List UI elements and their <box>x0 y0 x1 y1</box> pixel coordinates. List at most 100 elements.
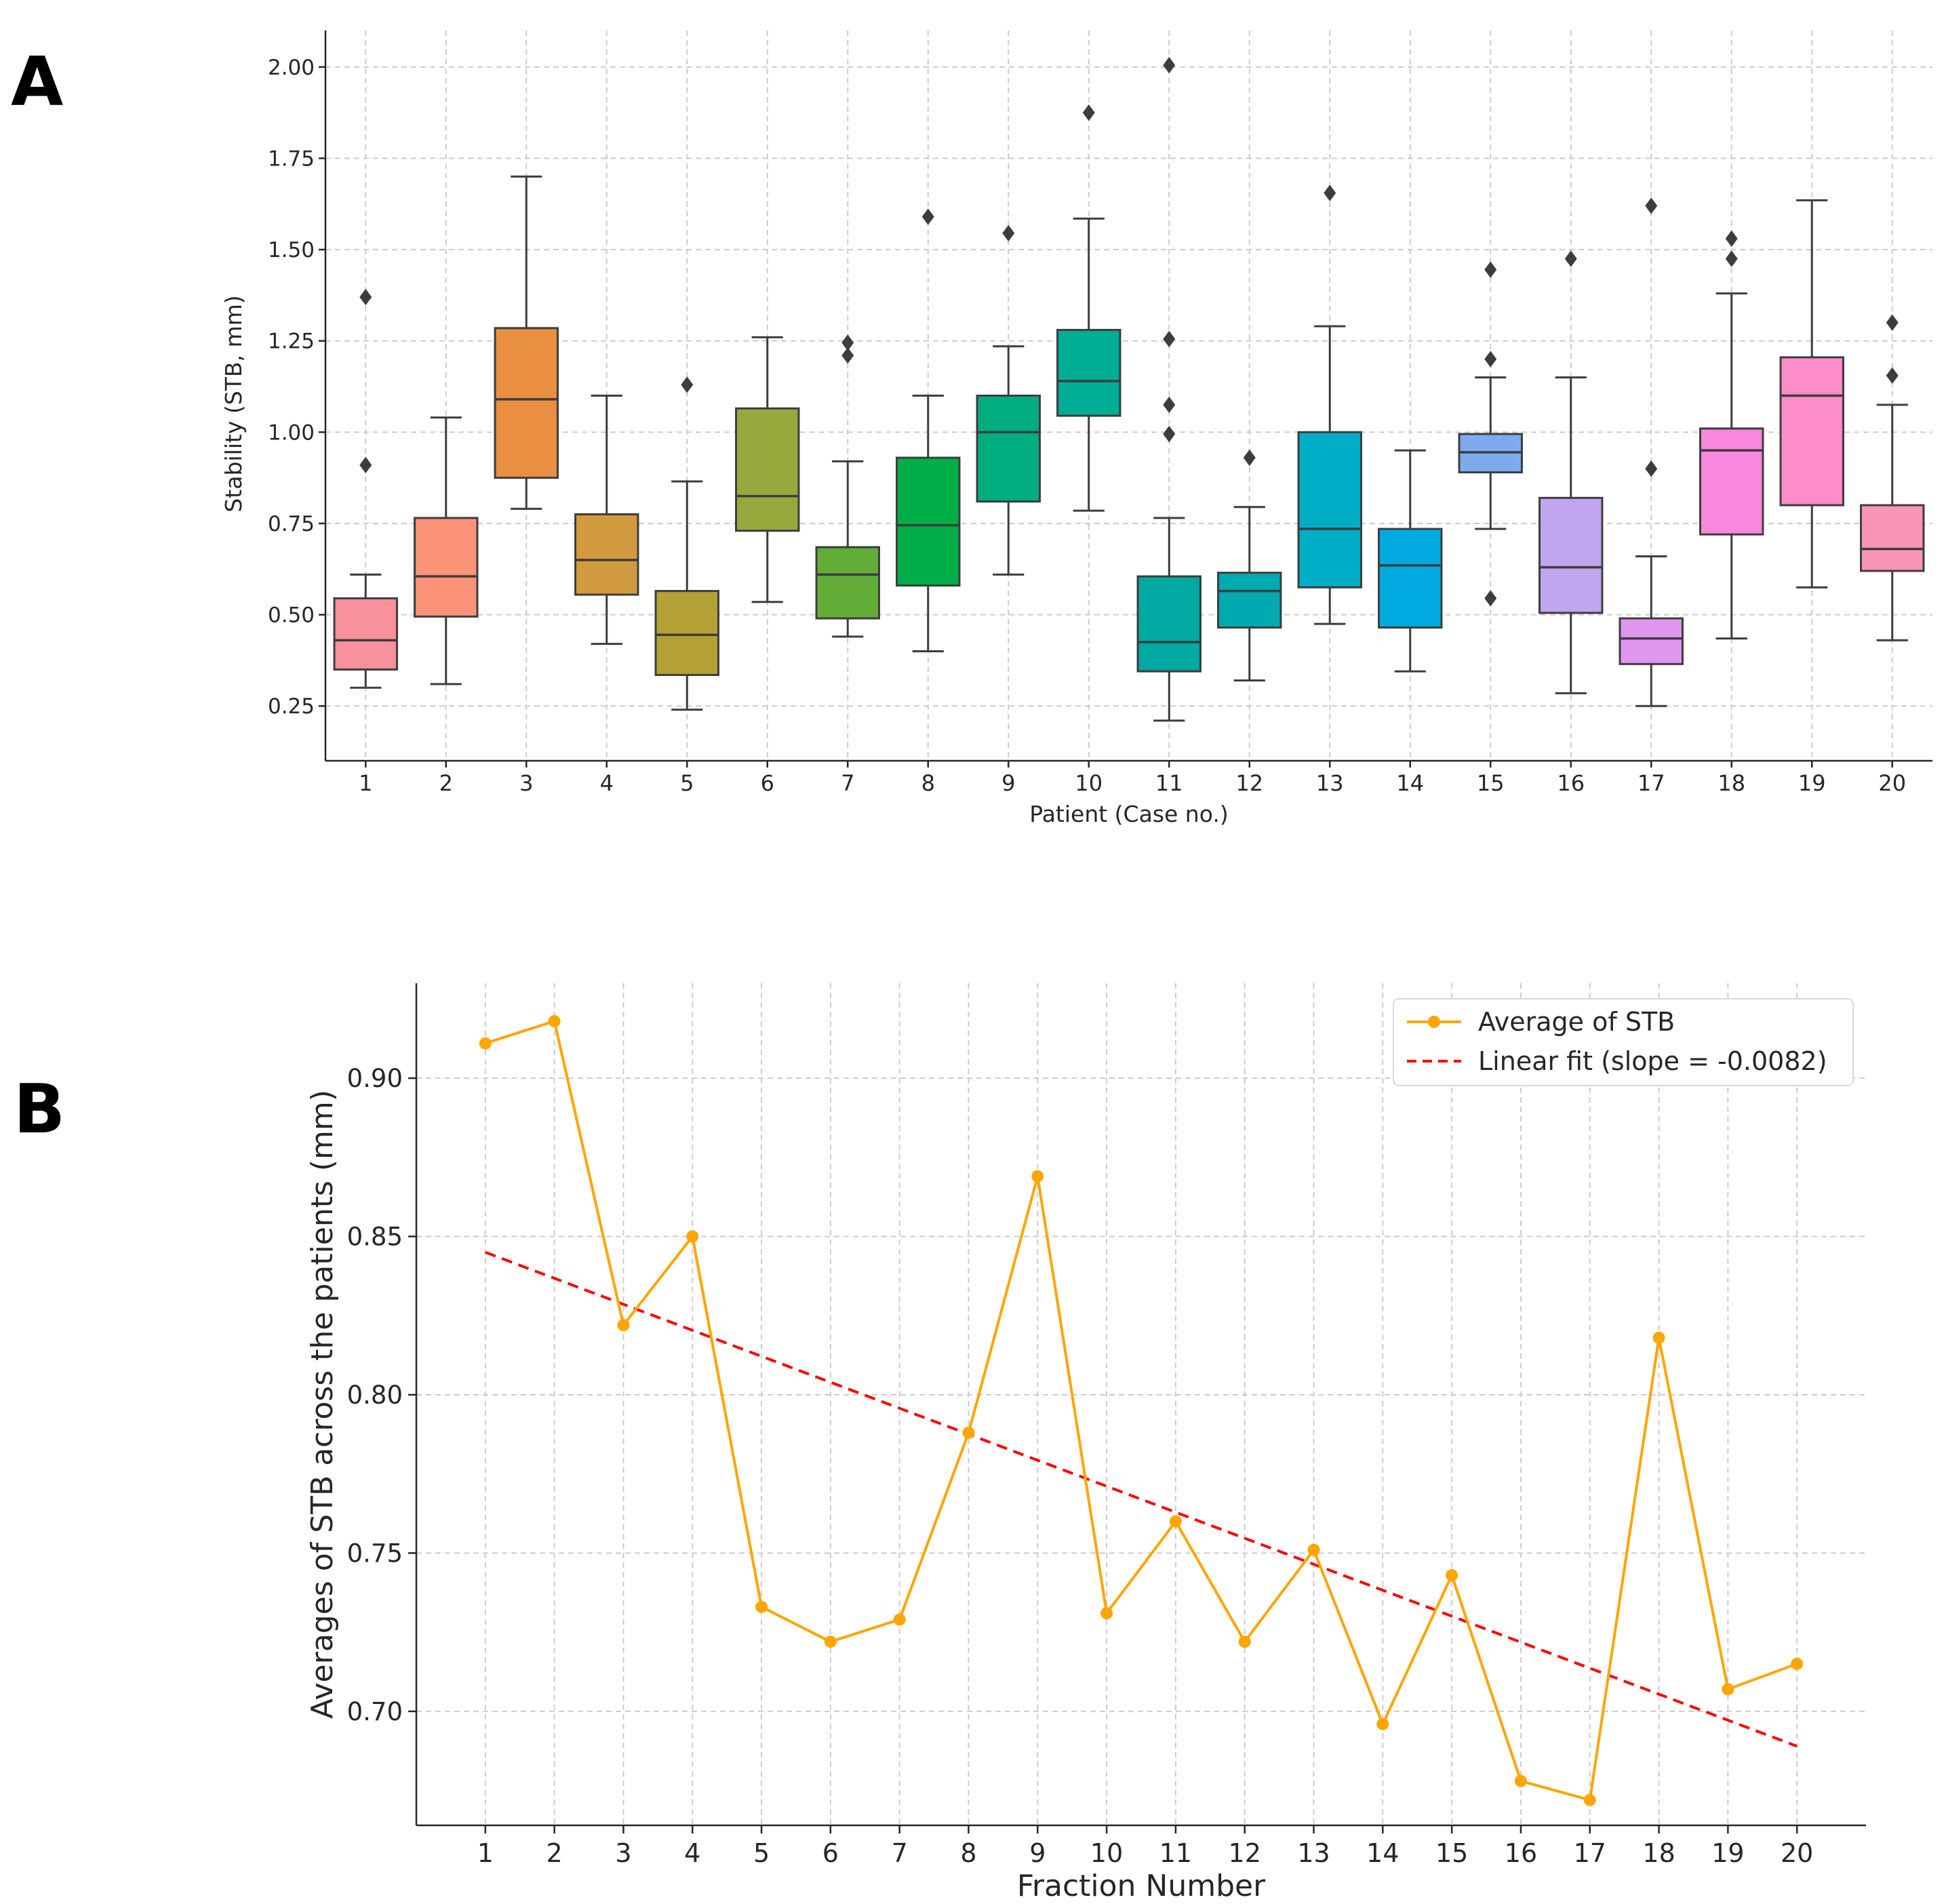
average-stb-point <box>479 1037 492 1050</box>
x-tick-label: 15 <box>1477 770 1505 796</box>
box <box>574 513 639 596</box>
y-tick-label: 0.50 <box>268 603 315 628</box>
box-group <box>574 395 639 646</box>
box <box>976 395 1041 503</box>
average-stb-point <box>824 1635 837 1648</box>
x-tick-label: 5 <box>680 770 694 796</box>
x-tick-label: 11 <box>1159 1838 1192 1868</box>
x-axis-label: Patient (Case no.) <box>1029 801 1228 827</box>
y-tick-label: 1.00 <box>268 420 315 445</box>
x-tick-label: 2 <box>547 1838 563 1868</box>
x-tick-label: 8 <box>960 1838 976 1868</box>
y-tick-label: 0.75 <box>347 1539 403 1568</box>
x-tick-label: 1 <box>477 1838 494 1868</box>
x-tick-label: 9 <box>1001 770 1015 796</box>
box-group <box>976 224 1041 576</box>
box-group <box>1217 449 1282 682</box>
box-group <box>815 334 880 638</box>
boxplot-chart: 0.250.500.751.001.251.501.752.001 2 3 4 5 6 7 8… <box>220 31 1932 827</box>
y-tick-label: 1.50 <box>268 238 315 262</box>
box-group <box>1458 261 1523 607</box>
outlier-point <box>1082 104 1095 121</box>
x-tick-label: 9 <box>1029 1838 1046 1868</box>
average-stb-point <box>755 1600 768 1613</box>
legend-fit-label: Linear fit (slope = -0.0082) <box>1478 1046 1827 1076</box>
outlier-point <box>921 208 934 225</box>
x-tick-label: 20 <box>1878 770 1906 796</box>
box <box>1779 356 1844 507</box>
outlier-point <box>1002 224 1015 242</box>
x-axis-label: Fraction Number <box>1017 1869 1266 1903</box>
y-tick-label: 0.70 <box>347 1697 403 1726</box>
y-axis-label: Stability (STB, mm) <box>220 295 247 512</box>
line-chart: 0.700.750.800.850.901 2 3 4 5 6 7 8 9 10 11 12 13 14 1… <box>305 983 1866 1903</box>
outlier-point <box>841 347 854 364</box>
x-tick-label: 2 <box>439 770 453 796</box>
box <box>654 590 719 676</box>
average-stb-point <box>1238 1635 1251 1648</box>
outlier-point <box>1645 460 1658 477</box>
x-tick-label: 3 <box>519 770 533 796</box>
x-tick-label: 14 <box>1396 770 1424 796</box>
outlier-point <box>1886 367 1899 384</box>
x-tick-label: 20 <box>1781 1838 1813 1868</box>
box-group <box>414 416 479 686</box>
x-tick-label: 13 <box>1297 1838 1330 1868</box>
outlier-point <box>1163 396 1176 414</box>
box-group <box>1056 104 1121 512</box>
x-tick-label: 6 <box>761 770 774 796</box>
box-group <box>1779 199 1844 589</box>
box-group <box>1538 250 1604 694</box>
x-tick-label: 1 <box>359 770 372 796</box>
outlier-point <box>1484 351 1497 368</box>
outlier-point <box>1645 197 1658 214</box>
box-group <box>1378 449 1443 673</box>
y-tick-label: 0.90 <box>347 1064 403 1093</box>
y-tick-label: 0.85 <box>347 1223 403 1252</box>
x-tick-label: 4 <box>684 1838 700 1868</box>
average-stb-point <box>1100 1607 1113 1620</box>
outlier-point <box>1484 261 1497 278</box>
panel-label-b: B <box>14 1069 65 1149</box>
x-tick-label: 17 <box>1637 770 1665 796</box>
x-tick-label: 14 <box>1366 1838 1399 1868</box>
outlier-point <box>681 376 694 393</box>
box <box>333 597 398 671</box>
y-tick-label: 1.25 <box>268 330 315 354</box>
box-group <box>735 336 800 603</box>
outlier-point <box>1484 590 1497 607</box>
legend-average-marker <box>1428 1016 1440 1028</box>
outlier-point <box>1163 57 1176 74</box>
x-tick-label: 19 <box>1798 770 1826 796</box>
x-tick-label: 7 <box>892 1838 908 1868</box>
x-tick-label: 18 <box>1642 1838 1675 1868</box>
box <box>1699 427 1764 536</box>
average-stb-point <box>1376 1718 1389 1730</box>
x-tick-label: 13 <box>1316 770 1344 796</box>
x-tick-label: 12 <box>1229 1838 1261 1868</box>
x-tick-label: 3 <box>615 1838 631 1868</box>
box-group <box>1136 57 1202 722</box>
x-tick-label: 10 <box>1075 770 1103 796</box>
x-tick-label: 10 <box>1090 1838 1123 1868</box>
average-stb-point <box>617 1319 630 1332</box>
x-tick-label: 15 <box>1435 1838 1468 1868</box>
outlier-point <box>1163 330 1176 348</box>
x-tick-label: 12 <box>1235 770 1263 796</box>
y-tick-label: 0.80 <box>347 1381 403 1410</box>
box <box>896 456 961 587</box>
y-tick-label: 1.75 <box>268 146 315 171</box>
average-stb-point <box>1514 1774 1527 1787</box>
x-tick-label: 7 <box>841 770 854 796</box>
box <box>1297 431 1362 589</box>
box-group <box>896 208 961 652</box>
y-tick-label: 0.75 <box>268 512 315 536</box>
box <box>1378 528 1443 629</box>
average-stb-point <box>1169 1515 1182 1528</box>
outlier-point <box>1725 230 1738 247</box>
average-stb-point <box>1031 1170 1044 1183</box>
box <box>815 546 880 620</box>
box-group <box>1619 197 1684 707</box>
average-stb-point <box>1722 1683 1734 1696</box>
box <box>414 517 479 618</box>
